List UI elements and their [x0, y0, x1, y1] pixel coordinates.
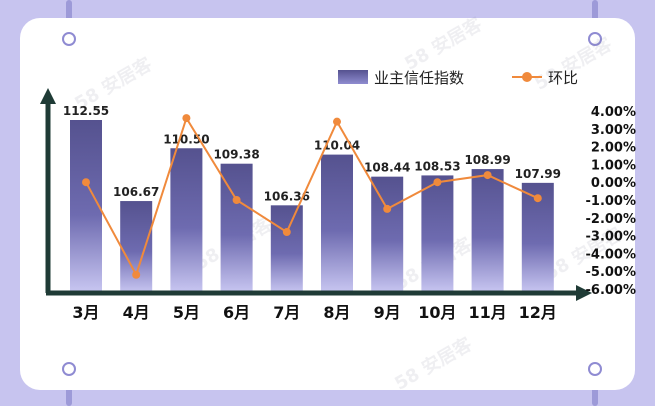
legend-bar-swatch	[338, 70, 368, 84]
bar	[70, 120, 102, 293]
legend-line-label: 环比	[548, 68, 579, 87]
x-tick-label: 11月	[468, 303, 506, 322]
bar	[170, 148, 203, 293]
bar-value-label: 108.44	[364, 161, 410, 175]
line-point	[533, 194, 542, 203]
x-axis-arrow	[576, 285, 592, 301]
right-axis-tick-label: -1.00%	[586, 194, 637, 209]
bar-value-label: 106.36	[264, 189, 310, 203]
legend-bar-label: 业主信任指数	[374, 68, 465, 87]
line-point	[132, 270, 141, 279]
right-axis-tick-label: -2.00%	[586, 212, 637, 227]
x-tick-label: 4月	[123, 303, 150, 322]
legend-bar: 业主信任指数	[338, 66, 464, 88]
y-axis-arrow	[40, 88, 56, 104]
bar	[220, 163, 253, 293]
bar-value-label: 112.55	[63, 104, 109, 118]
right-axis-tick-label: -3.00%	[586, 230, 637, 245]
legend-line-swatch	[512, 70, 542, 84]
right-axis-tick-label: 0.00%	[591, 176, 636, 191]
right-axis-tick-label: -5.00%	[586, 265, 637, 280]
bar	[421, 175, 454, 293]
legend-line: 环比	[512, 66, 578, 88]
bar-value-label: 107.99	[515, 167, 561, 181]
bar	[371, 176, 404, 293]
series-line-mom	[85, 115, 539, 278]
x-tick-label: 9月	[374, 303, 401, 322]
x-tick-label: 5月	[173, 303, 200, 322]
line-point	[383, 204, 392, 213]
bar-value-label: 106.67	[113, 185, 159, 199]
bar	[120, 201, 153, 293]
x-tick-label: 8月	[323, 303, 350, 322]
line-point	[82, 178, 90, 187]
right-axis-tick-label: 1.00%	[591, 158, 636, 173]
right-axis-tick-label: -6.00%	[586, 283, 637, 298]
pin-ring-right-top	[588, 32, 602, 46]
x-tick-label: 12月	[519, 303, 557, 322]
bar	[471, 169, 504, 293]
line-point	[433, 178, 442, 187]
right-axis-tick-label: -4.00%	[586, 247, 637, 262]
line-point	[182, 114, 191, 123]
x-tick-label: 7月	[273, 303, 300, 322]
x-tick-label: 10月	[418, 303, 456, 322]
line-point	[282, 228, 291, 237]
line-point	[483, 171, 492, 180]
bar	[270, 205, 303, 293]
right-axis-tick-label: 4.00%	[591, 105, 636, 120]
pin-ring-right-bottom	[588, 362, 602, 376]
pin-ring-left-bottom	[62, 362, 76, 376]
bar-value-label: 108.53	[414, 159, 460, 173]
x-tick-label: 6月	[223, 303, 250, 322]
pin-ring-left-top	[62, 32, 76, 46]
x-tick-label: 3月	[72, 303, 99, 322]
line-point	[333, 117, 341, 126]
bar	[321, 154, 353, 293]
right-axis-tick-label: 2.00%	[591, 141, 636, 156]
line-point	[232, 196, 241, 204]
bar-value-label: 109.38	[213, 148, 259, 162]
bar-value-label: 108.99	[464, 153, 510, 167]
right-axis-tick-label: 3.00%	[591, 123, 636, 138]
